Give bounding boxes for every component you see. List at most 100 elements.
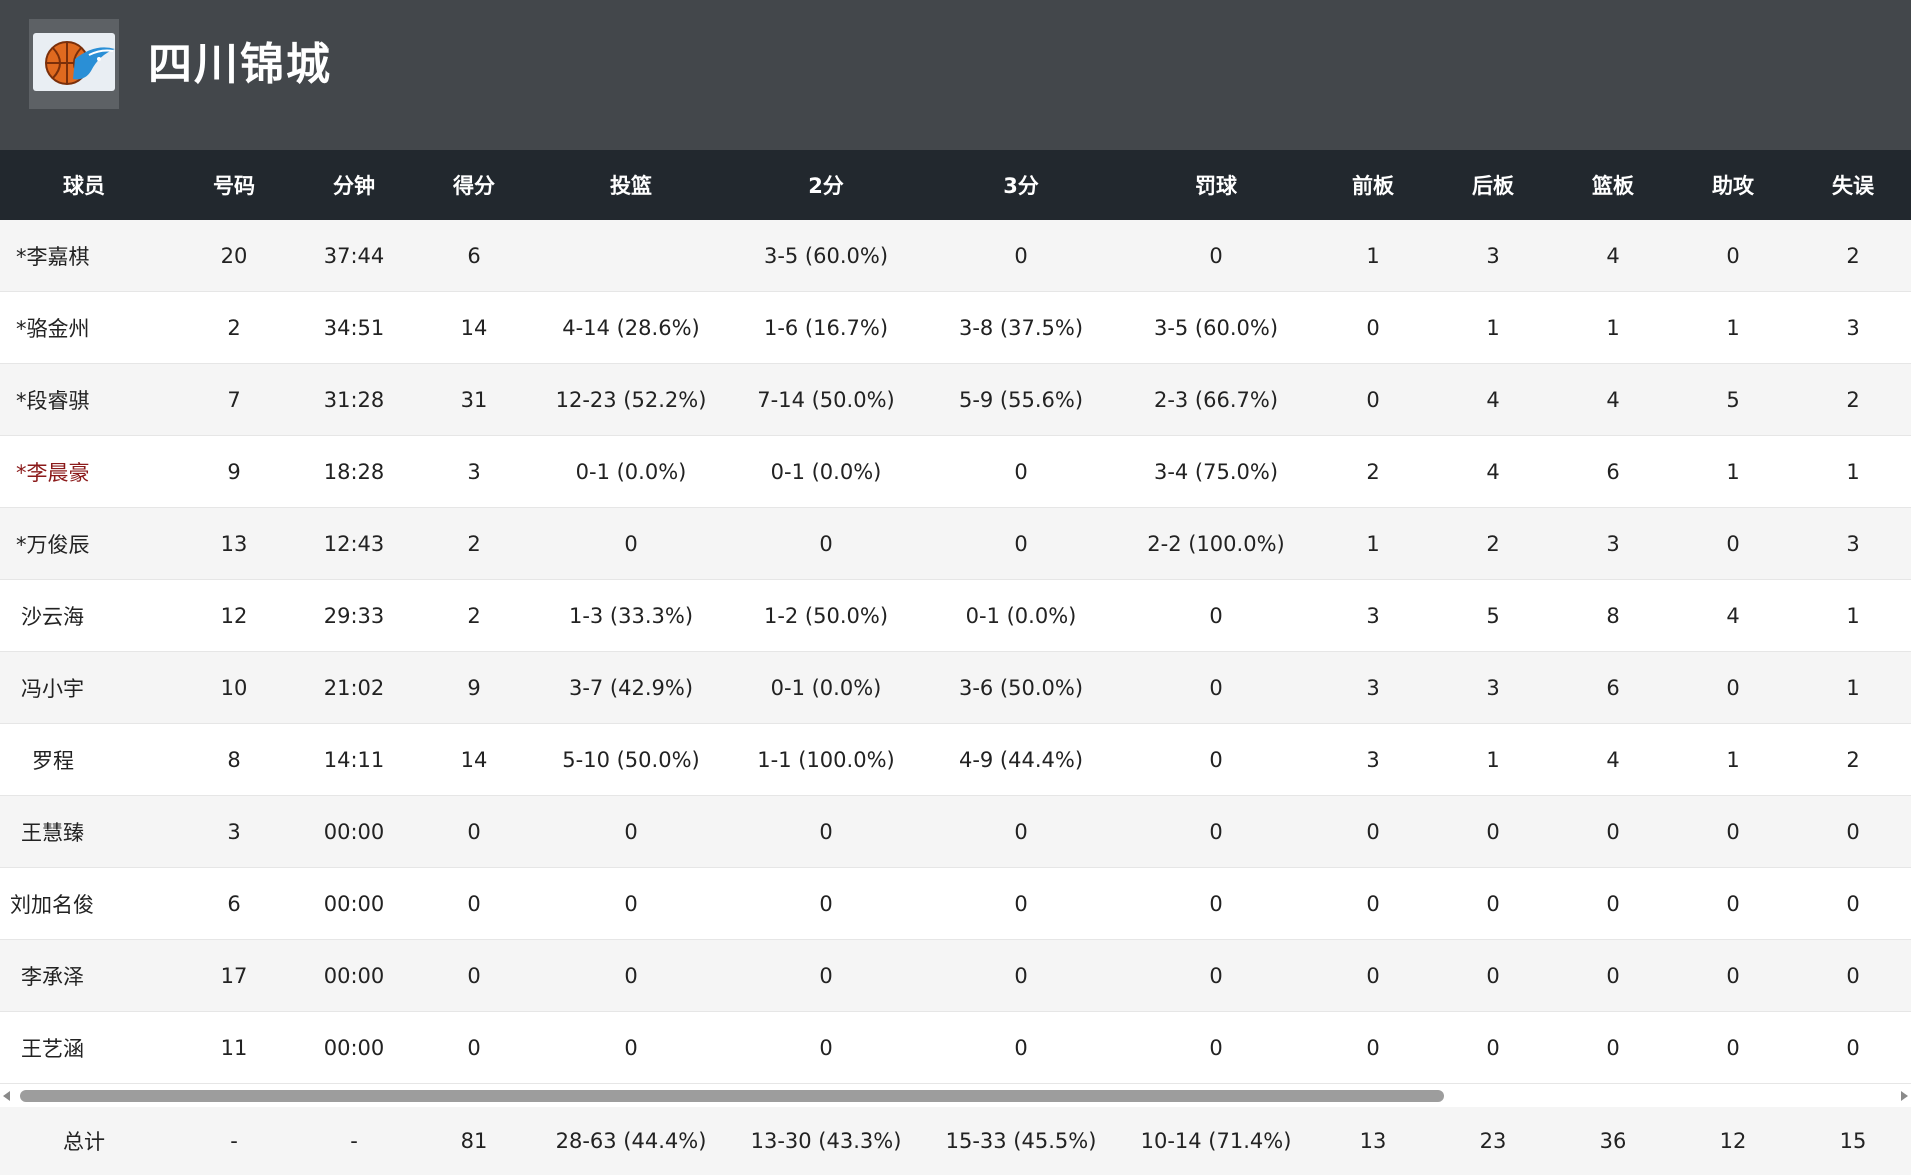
stat-cell: 3	[227, 819, 241, 844]
stat-cell: 0	[819, 819, 833, 844]
player-name-link[interactable]: 冯小宇	[21, 676, 84, 701]
stat-cell: 1-6 (16.7%)	[763, 315, 889, 340]
table-header-row: 球员 号码 分钟 得分 投篮 2分 3分 罚球 前板 后板 篮板 助攻 失误	[0, 150, 1911, 220]
stat-cell: 0	[819, 531, 833, 556]
player-name-link[interactable]: *万俊辰	[16, 532, 90, 557]
stat-cell: 1	[1846, 459, 1860, 484]
stat-cell: 0	[1486, 819, 1500, 844]
stat-cell: 0	[819, 1035, 833, 1060]
stat-cell: 2-3 (66.7%)	[1153, 387, 1279, 412]
stat-cell: 0	[1846, 963, 1860, 988]
stat-cell: 0	[467, 819, 481, 844]
stat-cell: 3	[1606, 531, 1620, 556]
player-name-link[interactable]: *段睿骐	[16, 388, 90, 413]
stat-cell: 0	[1209, 891, 1223, 916]
stat-cell: 2	[467, 603, 481, 628]
stat-cell: 7	[227, 387, 241, 412]
stat-cell: 0	[1366, 387, 1380, 412]
player-name-link[interactable]: 李承泽	[21, 964, 84, 989]
horizontal-scrollbar[interactable]	[0, 1085, 1911, 1107]
column-header: 前板	[1352, 174, 1394, 198]
stat-cell: 1	[1366, 243, 1380, 268]
stat-cell	[536, 220, 726, 291]
totals-cell: 23	[1479, 1129, 1507, 1153]
stat-cell: 6	[467, 243, 481, 268]
stat-cell: 0-1 (0.0%)	[770, 459, 882, 484]
table-row: *万俊辰 13 12:43 2 0 0 0 2-2 (100.0%) 1 2 3 0 3	[0, 508, 1911, 580]
player-name-link[interactable]: 刘加名俊	[10, 892, 94, 917]
stat-cell: 0	[819, 963, 833, 988]
table-row: 李承泽 17 00:00 0 0 0 0 0 0 0 0 0 0	[0, 940, 1911, 1012]
team-header: 四川锦城	[0, 0, 1911, 150]
totals-cell: 15-33 (45.5%)	[945, 1129, 1097, 1153]
player-name-link[interactable]: *李嘉棋	[16, 244, 90, 269]
stat-cell: 0	[1209, 603, 1223, 628]
table-row: *骆金州 2 34:51 14 4-14 (28.6%) 1-6 (16.7%) 3-8 (…	[0, 292, 1911, 364]
stat-cell: 3-5 (60.0%)	[1153, 315, 1279, 340]
stat-cell: 0	[624, 531, 638, 556]
column-header: 助攻	[1712, 174, 1754, 198]
scroll-right-arrow-icon[interactable]	[1901, 1091, 1908, 1101]
player-name-link[interactable]: 罗程	[32, 748, 74, 773]
stat-cell: 1	[1726, 459, 1740, 484]
stat-cell: 1	[1726, 747, 1740, 772]
totals-cell: 81	[460, 1129, 488, 1153]
stat-cell: 5-10 (50.0%)	[562, 747, 700, 772]
stat-cell: 0	[1726, 675, 1740, 700]
stat-cell: 0	[1209, 963, 1223, 988]
totals-cell: -	[230, 1129, 238, 1153]
stat-cell: 12:43	[323, 531, 385, 556]
stat-cell: 3	[1846, 531, 1860, 556]
totals-cell: 12	[1719, 1129, 1747, 1153]
scroll-left-arrow-icon[interactable]	[3, 1091, 10, 1101]
player-name-link[interactable]: *骆金州	[16, 316, 90, 341]
column-header: 篮板	[1592, 174, 1634, 198]
stat-cell: 3-4 (75.0%)	[1153, 459, 1279, 484]
column-header: 3分	[1003, 174, 1039, 198]
totals-label: 总计	[63, 1130, 105, 1154]
stat-cell: 3	[1486, 243, 1500, 268]
stat-cell: 4-14 (28.6%)	[562, 315, 700, 340]
stat-cell: 5	[1726, 387, 1740, 412]
stat-cell: 4	[1606, 387, 1620, 412]
stat-cell: 3-5 (60.0%)	[763, 243, 889, 268]
stat-cell: 2	[1846, 747, 1860, 772]
stat-cell: 0	[624, 1035, 638, 1060]
stat-cell: 31	[460, 387, 488, 412]
table-row: 罗程 8 14:11 14 5-10 (50.0%) 1-1 (100.0%) 4-9 (4…	[0, 724, 1911, 796]
scrollbar-thumb[interactable]	[20, 1090, 1444, 1102]
stat-cell: 0	[1209, 675, 1223, 700]
stat-cell: 0	[1726, 1035, 1740, 1060]
stat-cell: 4	[1486, 387, 1500, 412]
stat-cell: 0	[624, 891, 638, 916]
stat-cell: 3-6 (50.0%)	[958, 675, 1084, 700]
stat-cell: 0	[1014, 1035, 1028, 1060]
table-row: 刘加名俊 6 00:00 0 0 0 0 0 0 0 0 0 0	[0, 868, 1911, 940]
stat-cell: 0-1 (0.0%)	[965, 603, 1077, 628]
player-name-link[interactable]: 王慧臻	[21, 820, 84, 845]
player-name-link[interactable]: 沙云海	[21, 604, 84, 629]
totals-cell: 13	[1359, 1129, 1387, 1153]
player-name-link[interactable]: *李晨豪	[16, 460, 90, 485]
stat-cell: 5	[1486, 603, 1500, 628]
totals-cell: 10-14 (71.4%)	[1140, 1129, 1292, 1153]
stat-cell: 1	[1846, 675, 1860, 700]
stat-cell: 4	[1606, 243, 1620, 268]
player-name-link[interactable]: 王艺涵	[21, 1036, 84, 1061]
stat-cell: 3	[1846, 315, 1860, 340]
stat-cell: 3	[1366, 675, 1380, 700]
totals-cell: 36	[1599, 1129, 1627, 1153]
stat-cell: 3	[1366, 747, 1380, 772]
stat-cell: 1	[1366, 531, 1380, 556]
stat-cell: 13	[220, 531, 248, 556]
stat-cell: 7-14 (50.0%)	[757, 387, 895, 412]
stat-cell: 00:00	[323, 891, 385, 916]
stat-cell: 3-7 (42.9%)	[568, 675, 694, 700]
stat-cell: 4-9 (44.4%)	[958, 747, 1084, 772]
totals-row: 总计 - - 81 28-63 (44.4%) 13-30 (43.3%) 15-33 (4…	[0, 1107, 1911, 1175]
stat-cell: 0	[1014, 459, 1028, 484]
stat-cell: 1-2 (50.0%)	[763, 603, 889, 628]
stat-cell: 34:51	[323, 315, 385, 340]
totals-cell: -	[350, 1129, 358, 1153]
